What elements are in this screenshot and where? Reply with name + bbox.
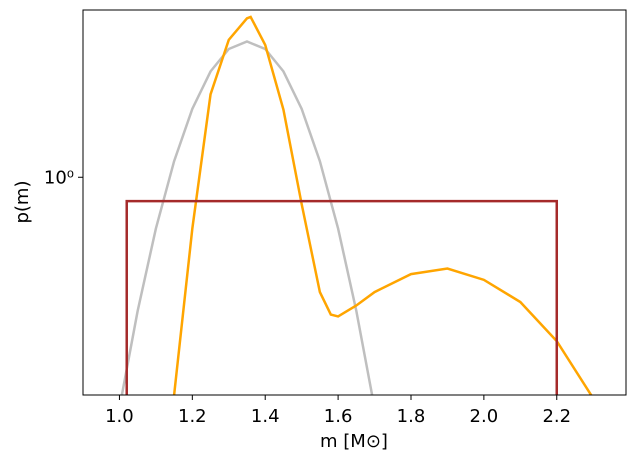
y-axis-label: p(m) — [12, 180, 33, 223]
x-tick-label: 2.0 — [470, 406, 499, 427]
uniform-line — [125, 199, 559, 395]
x-tick-label: 1.0 — [105, 406, 134, 427]
x-tick-label: 1.4 — [251, 406, 280, 427]
y-tick-label: 10⁰ — [44, 167, 74, 188]
series-line — [172, 15, 593, 395]
plot-area — [120, 15, 593, 395]
x-tick-label: 1.2 — [178, 406, 207, 427]
x-axis-label: m [M⊙] — [320, 431, 388, 452]
axes-frame — [82, 9, 627, 396]
series-line — [120, 40, 374, 395]
x-tick-label: 1.6 — [324, 406, 353, 427]
x-tick-label: 1.8 — [397, 406, 426, 427]
x-tick-label: 2.2 — [542, 406, 571, 427]
